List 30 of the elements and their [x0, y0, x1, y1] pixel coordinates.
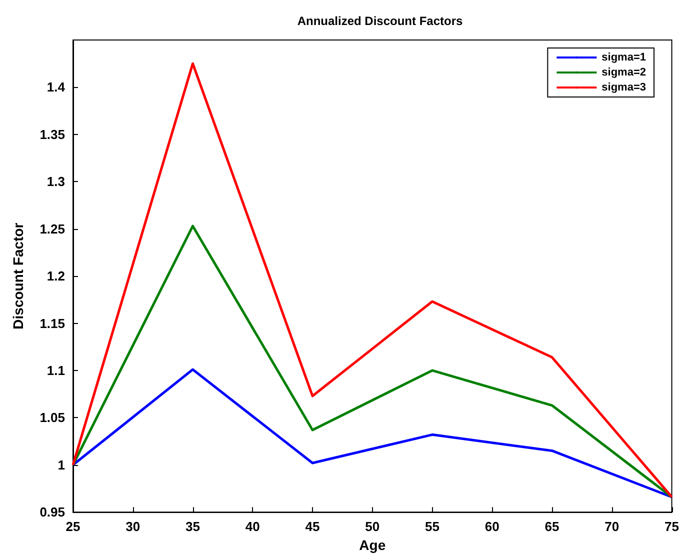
y-tick-label: 1.35 — [40, 126, 65, 142]
y-tick-label: 1.4 — [46, 80, 66, 95]
x-tick-label: 55 — [425, 519, 440, 534]
chart-title: Annualized Discount Factors — [297, 14, 463, 28]
x-tick-label: 70 — [604, 519, 620, 534]
legend-label: sigma=1 — [602, 52, 646, 64]
y-tick-label: 1.3 — [46, 174, 65, 190]
x-tick-label: 45 — [305, 519, 320, 534]
x-tick-label: 35 — [186, 519, 200, 534]
y-tick-label: 0.95 — [40, 504, 65, 520]
x-axis-title: Age — [359, 537, 386, 553]
x-tick-label: 75 — [664, 519, 680, 534]
x-tick-label: 25 — [66, 519, 80, 534]
x-tick-label: 65 — [544, 519, 560, 534]
line-series — [72, 62, 674, 498]
y-axis-title: Discount Factor — [10, 222, 26, 330]
y-tick-label: 1.2 — [46, 268, 65, 284]
y-tick-label: 1.15 — [40, 316, 65, 331]
legend-label: sigma=3 — [602, 82, 646, 94]
y-tick-label: 1.05 — [40, 410, 65, 426]
x-tick-label: 60 — [484, 519, 500, 534]
legend-label: sigma=2 — [602, 66, 646, 78]
x-tick-label: 50 — [365, 519, 380, 534]
y-tick-label: 1.1 — [46, 362, 65, 378]
y-tick-label: 1.25 — [40, 221, 65, 236]
line-series — [72, 368, 674, 498]
x-tick-label: 40 — [245, 519, 260, 534]
y-tick-label: 1 — [58, 457, 65, 472]
line-series — [72, 224, 674, 498]
x-tick-label: 30 — [126, 519, 140, 534]
